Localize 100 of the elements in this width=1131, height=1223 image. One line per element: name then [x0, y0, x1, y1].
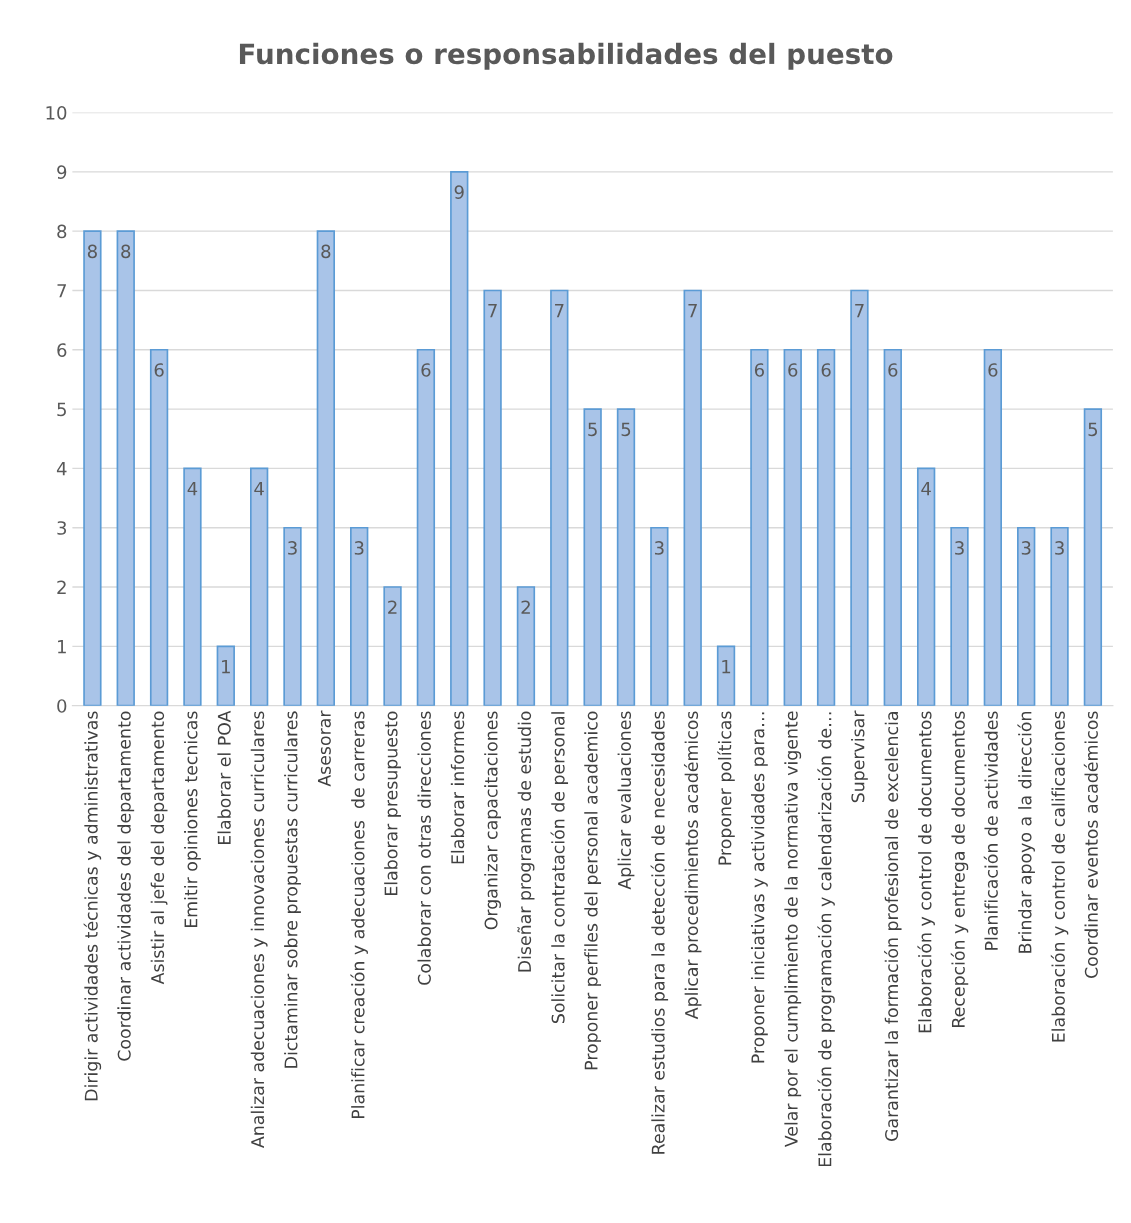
- bar: [483, 289, 502, 706]
- bar: [650, 526, 669, 706]
- x-tick-label: Velar por el cumplimiento de la normativa vigente: [784, 711, 802, 1148]
- x-tick-label: Coordinar actividades del departamento: [117, 711, 135, 1061]
- x-tick-label: Asesorar: [317, 710, 331, 787]
- x-tick-label: Elaboración y control de documentos: [917, 711, 935, 1033]
- x-tick-label: Emitir opiniones tecnicas: [184, 711, 201, 928]
- data-label: 4: [187, 482, 198, 496]
- data-label: 5: [1088, 422, 1098, 437]
- x-tick-label: Aplicar procedimientos académicos: [683, 711, 702, 1020]
- x-tick-label: Dictaminar sobre propuestas curriculares: [284, 711, 301, 1068]
- bar: [249, 467, 269, 706]
- data-label: 6: [754, 363, 764, 377]
- bar: [716, 645, 736, 706]
- x-tick-label: Garantizar la formación profesional de excelencia: [884, 712, 902, 1142]
- bar: [883, 348, 902, 706]
- y-tick-label: 3: [57, 521, 67, 535]
- y-tick-label: 2: [57, 580, 66, 594]
- data-label: 6: [888, 363, 898, 377]
- bar: [183, 467, 202, 706]
- x-tick-label: Organizar capacitaciones: [484, 711, 501, 930]
- x-tick-label: Planificación de actividades: [983, 711, 998, 950]
- bar: [350, 526, 369, 706]
- data-label: 9: [454, 185, 464, 199]
- x-tick-label: Proponer perfiles del personal academico: [584, 711, 602, 1070]
- x-tick-label: Colaborar con otras direcciones: [417, 711, 431, 985]
- x-tick-label: Analizar adecuaciones y innovaciones curriculares: [250, 711, 268, 1148]
- x-tick-label: Brindar apoyo a la dirección: [1017, 712, 1035, 953]
- bar: [116, 230, 135, 706]
- y-tick-label: 7: [57, 284, 66, 298]
- data-label: 5: [621, 422, 631, 437]
- bar: [416, 348, 436, 706]
- bar: [516, 586, 536, 706]
- data-label: 6: [988, 363, 998, 377]
- x-tick-label: Diseñar programas de estudio: [517, 711, 535, 972]
- x-tick-label: Elaboración de programación y calendarización de…: [817, 712, 835, 1167]
- bar: [550, 289, 569, 706]
- bar: [283, 526, 302, 706]
- data-label: 1: [722, 659, 731, 674]
- y-tick-label: 10: [46, 105, 67, 120]
- bar: [450, 170, 469, 706]
- y-tick-label: 8: [57, 224, 67, 239]
- x-tick-label: Elaborar informes: [450, 711, 465, 864]
- data-label: 8: [87, 244, 97, 259]
- data-label: 1: [222, 659, 230, 674]
- bar: [983, 348, 1003, 706]
- data-label: 7: [488, 304, 497, 318]
- x-tick-label: Planificar creación y adecuaciones de carreras: [350, 711, 368, 1119]
- x-tick-label: Proponer iniciativas y actividades para…: [750, 712, 768, 1063]
- x-tick-label: Aplicar evaluaciones: [617, 711, 635, 890]
- data-label: 4: [254, 482, 264, 496]
- data-label: 6: [154, 363, 164, 377]
- x-tick-label: Elaboración y control de calificaciones: [1050, 711, 1069, 1042]
- x-tick-label: Realizar estudios para la detección de necesidades: [650, 711, 669, 1154]
- bar: [1083, 408, 1103, 706]
- bar: [583, 408, 602, 706]
- bar: [850, 289, 869, 706]
- x-tick-label: Elaborar presupuesto: [384, 711, 401, 896]
- y-tick-label: 0: [57, 699, 67, 713]
- y-tick-label: 4: [56, 462, 67, 476]
- y-tick-label: 9: [57, 165, 67, 179]
- data-label: 7: [555, 304, 564, 318]
- data-label: 7: [855, 304, 864, 318]
- bar: [750, 348, 769, 706]
- bar: [1050, 526, 1069, 706]
- data-label: 5: [588, 422, 597, 437]
- bar: [916, 467, 936, 706]
- bar: [83, 230, 102, 706]
- chart-title: Funciones o responsabilidades del puesto: [239, 42, 893, 70]
- data-label: 6: [788, 363, 798, 377]
- bar: [616, 408, 636, 706]
- x-tick-label: Coordinar eventos académicos: [1083, 711, 1098, 979]
- bar: [316, 230, 336, 706]
- x-tick-label: Asistir al jefe del departamento: [150, 711, 168, 985]
- data-label: 8: [321, 244, 331, 259]
- x-tick-label: Proponer políticas: [717, 711, 735, 865]
- x-tick-label: Supervisar: [851, 710, 868, 803]
- data-label: 3: [1055, 541, 1064, 555]
- data-label: 6: [821, 363, 831, 377]
- bar: [816, 348, 836, 706]
- y-tick-label: 6: [57, 343, 67, 357]
- bar: [1017, 526, 1036, 706]
- bar: [216, 645, 235, 706]
- bar: [383, 586, 402, 706]
- data-label: 3: [288, 541, 297, 555]
- data-label: 2: [521, 600, 530, 614]
- data-label: 3: [354, 541, 364, 555]
- bar: [783, 348, 802, 706]
- bar: [149, 348, 169, 706]
- x-tick-label: Recepción y entrega de documentos: [950, 711, 969, 1027]
- y-tick-label: 5: [57, 402, 66, 417]
- x-tick-label: Dirigir actividades técnicas y administrativas: [83, 711, 102, 1101]
- bar: [950, 526, 969, 706]
- bar: [683, 289, 702, 706]
- data-label: 8: [121, 244, 131, 259]
- data-label: 3: [654, 541, 664, 555]
- data-label: 6: [421, 363, 431, 377]
- data-label: 3: [955, 541, 964, 555]
- x-tick-label: Solicitar la contratación de personal: [550, 712, 569, 1024]
- data-label: 2: [388, 600, 397, 614]
